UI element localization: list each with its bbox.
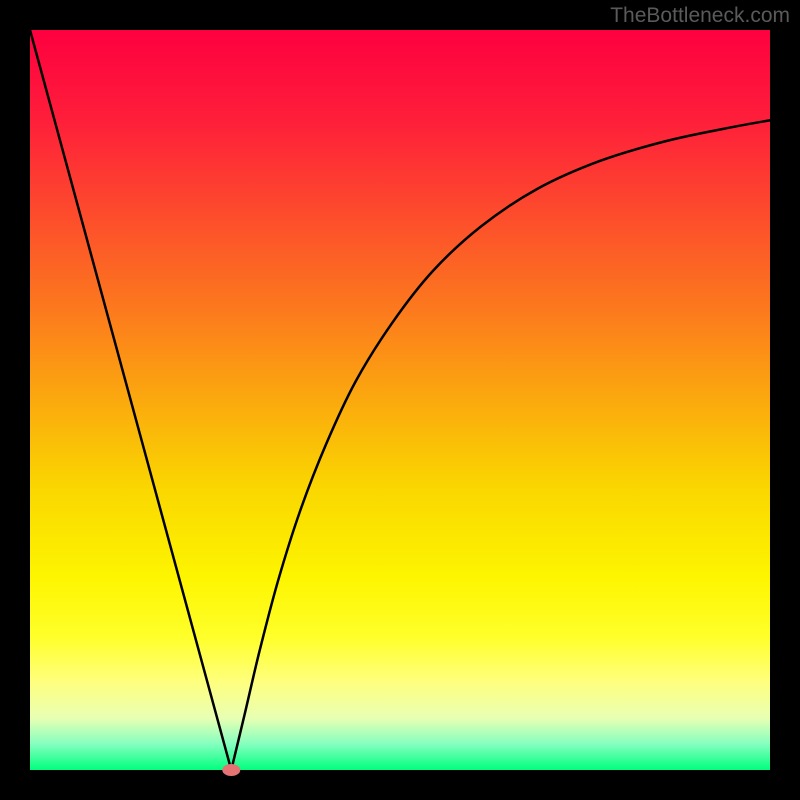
chart-canvas: TheBottleneck.com bbox=[0, 0, 800, 800]
plot-background bbox=[30, 30, 770, 770]
bottleneck-chart-svg bbox=[0, 0, 800, 800]
minimum-marker bbox=[222, 764, 240, 776]
watermark-text: TheBottleneck.com bbox=[610, 4, 790, 28]
